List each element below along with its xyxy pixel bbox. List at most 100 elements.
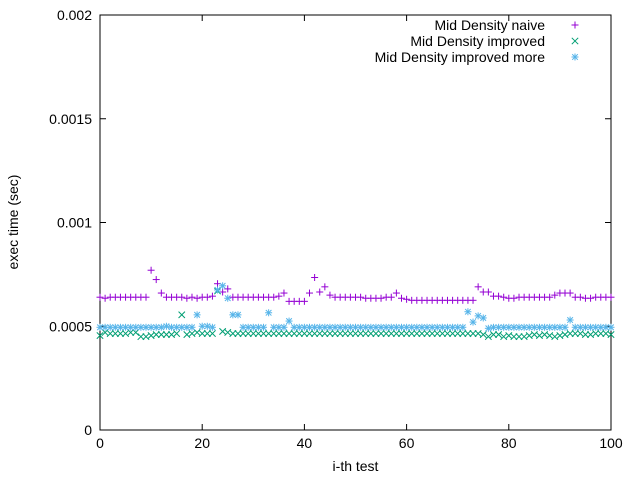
data-point	[306, 323, 314, 331]
data-point	[500, 293, 508, 301]
data-point	[275, 329, 283, 338]
data-point	[178, 293, 186, 301]
data-point	[162, 330, 170, 339]
data-point	[234, 311, 242, 319]
data-point	[443, 329, 452, 338]
data-point	[321, 323, 329, 331]
data-point	[234, 329, 242, 338]
data-point	[173, 329, 181, 338]
x-tick-label: 40	[297, 435, 313, 451]
data-point	[362, 329, 370, 338]
data-point	[566, 329, 574, 338]
data-point	[495, 292, 503, 300]
data-point	[546, 293, 554, 301]
data-point	[188, 293, 196, 301]
data-point	[474, 283, 482, 291]
data-point	[454, 329, 462, 338]
data-point	[142, 323, 150, 331]
data-point	[438, 329, 446, 338]
data-point	[224, 294, 232, 302]
data-point	[469, 329, 477, 338]
data-point	[157, 330, 165, 339]
series-layer	[96, 266, 615, 341]
data-point	[479, 330, 487, 339]
data-point	[157, 289, 165, 297]
data-point	[546, 323, 554, 331]
data-point	[413, 323, 421, 331]
data-point	[300, 297, 308, 305]
data-point	[576, 293, 584, 301]
x-axis-label: i-th test	[333, 458, 379, 474]
data-point	[392, 323, 400, 331]
data-point	[229, 311, 237, 319]
data-point	[397, 294, 405, 302]
data-point	[449, 329, 457, 338]
data-point	[270, 329, 278, 338]
data-point	[152, 330, 160, 339]
data-point	[367, 329, 375, 338]
data-point	[336, 329, 344, 338]
data-point	[397, 329, 406, 338]
data-point	[459, 329, 467, 338]
data-point	[229, 329, 237, 338]
data-point	[607, 323, 615, 331]
data-point	[316, 288, 324, 296]
data-point	[331, 323, 339, 331]
data-point	[464, 308, 472, 316]
data-point	[244, 323, 252, 331]
data-point	[357, 329, 365, 338]
data-point	[326, 291, 334, 299]
data-point	[551, 291, 559, 299]
data-point	[341, 323, 349, 331]
data-point	[147, 266, 155, 274]
data-point	[413, 329, 421, 338]
legend-label: Mid Density naive	[435, 17, 546, 33]
data-point	[239, 329, 247, 338]
data-point	[208, 323, 216, 331]
data-point	[188, 323, 196, 331]
data-point	[484, 324, 492, 332]
data-point	[346, 329, 354, 338]
data-point	[556, 323, 564, 331]
data-point	[561, 323, 569, 331]
data-point	[459, 323, 467, 331]
data-point	[147, 323, 155, 331]
data-point	[111, 329, 119, 338]
data-point	[132, 328, 140, 337]
data-point	[428, 323, 436, 331]
data-point	[592, 329, 600, 338]
data-point	[469, 318, 477, 326]
data-point	[208, 329, 216, 338]
data-point	[377, 329, 385, 338]
data-point	[387, 293, 395, 301]
data-point	[443, 323, 451, 331]
data-point	[597, 323, 605, 331]
data-point	[316, 329, 324, 338]
data-point	[321, 329, 329, 338]
data-point	[392, 289, 400, 297]
data-point	[137, 323, 145, 331]
y-tick-label: 0.0015	[49, 111, 92, 127]
plot-frame	[99, 14, 612, 431]
data-point	[449, 323, 457, 331]
data-point	[219, 282, 227, 290]
data-point	[305, 329, 314, 338]
data-point	[260, 323, 268, 331]
data-point	[392, 329, 400, 338]
data-point	[254, 329, 262, 338]
data-point	[387, 323, 395, 331]
data-point	[157, 323, 165, 331]
data-point	[178, 311, 186, 319]
y-tick-label: 0	[84, 422, 92, 438]
data-point	[515, 333, 523, 341]
data-point	[106, 329, 114, 338]
data-point	[265, 309, 273, 317]
data-point	[152, 276, 160, 284]
legend-label: Mid Density improved	[410, 33, 545, 49]
data-point	[275, 323, 283, 331]
data-point	[587, 294, 595, 302]
data-point	[280, 329, 288, 338]
data-point	[254, 323, 262, 331]
data-point	[418, 329, 426, 338]
data-point	[265, 329, 273, 338]
